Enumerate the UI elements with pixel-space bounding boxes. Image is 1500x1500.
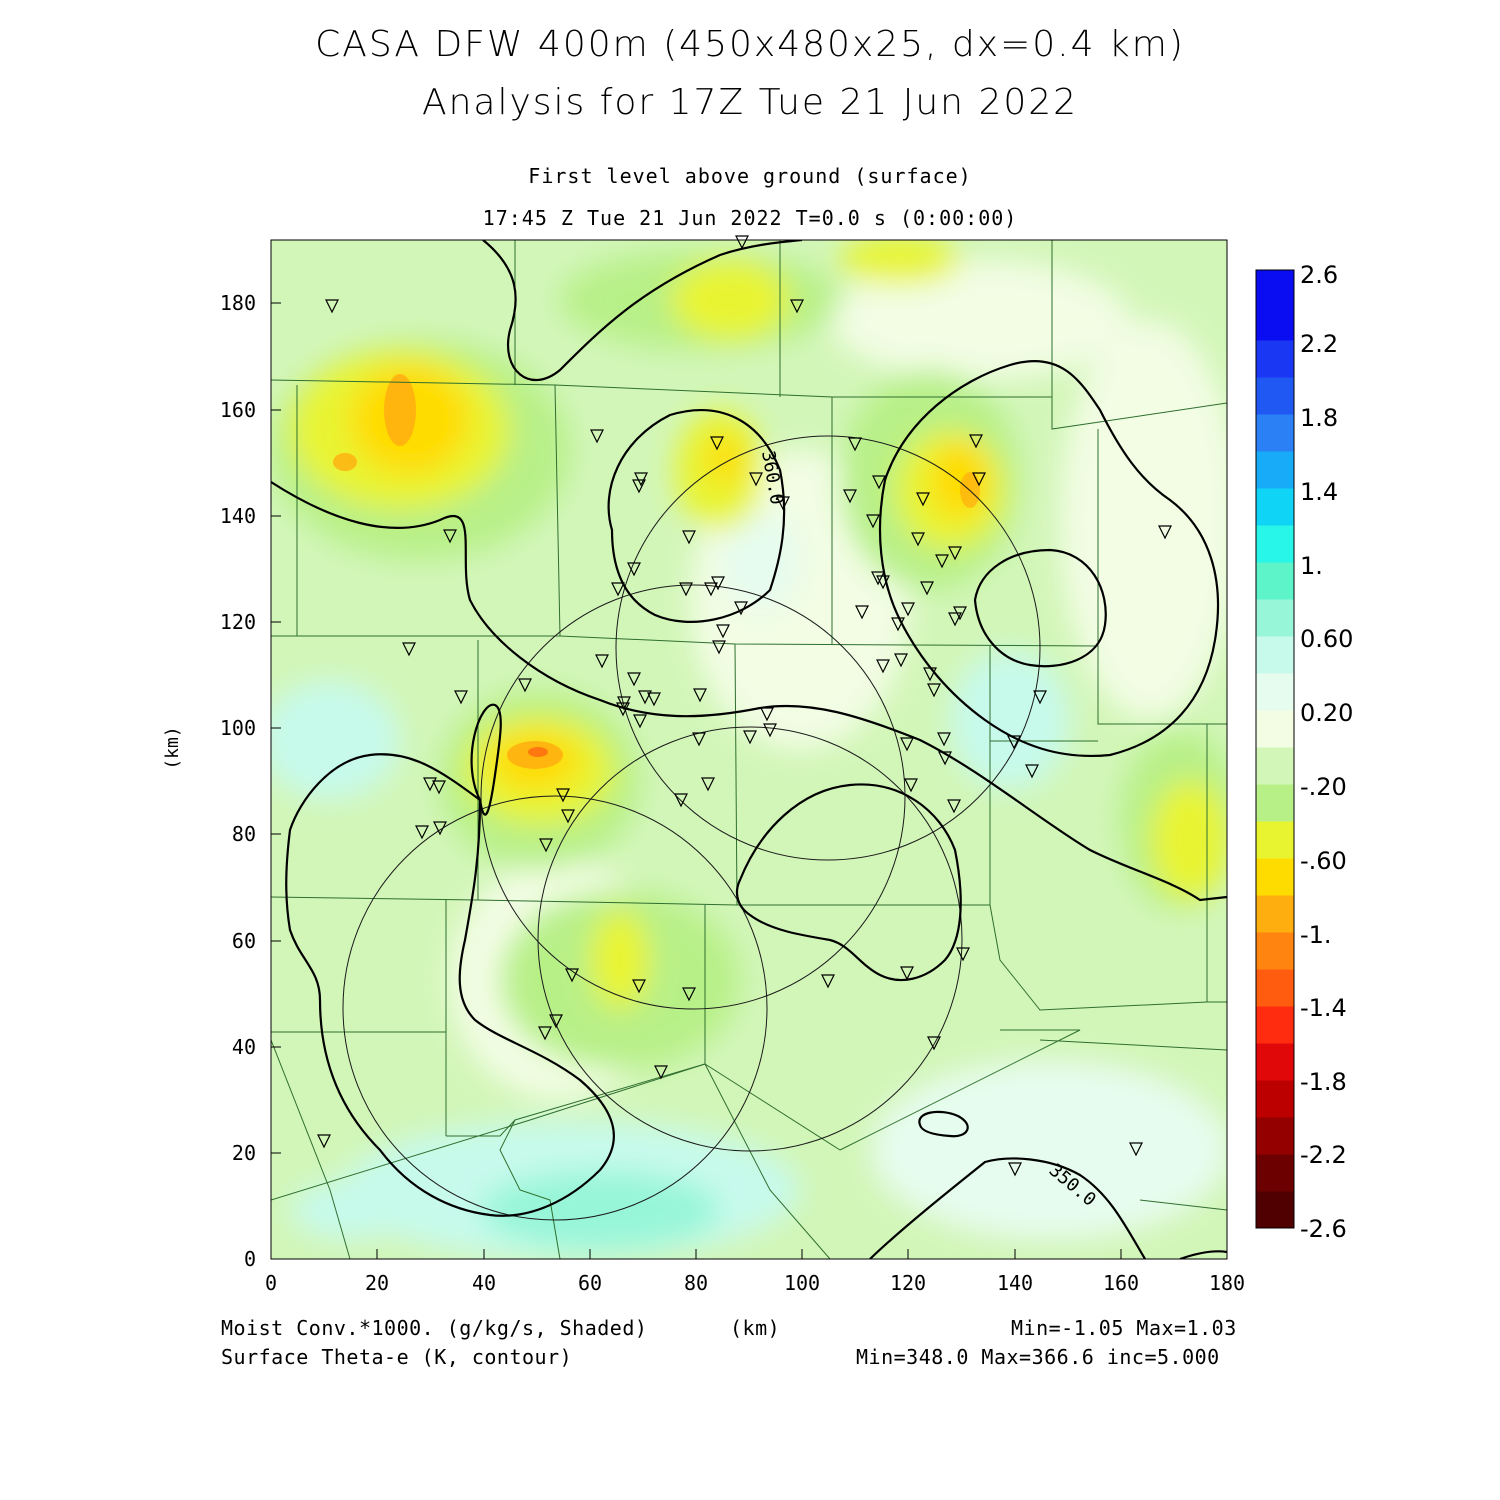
colorbar-label: -1. <box>1300 921 1332 949</box>
y-tick-label: 140 <box>220 504 256 528</box>
station-markers <box>317 235 1172 1177</box>
colorbar-label: -.60 <box>1300 847 1347 875</box>
x-tick-label: 100 <box>784 1271 820 1295</box>
y-tick-label: 0 <box>244 1247 256 1271</box>
contour-range: Min=348.0 Max=366.6 inc=5.000 <box>856 1345 1220 1369</box>
x-tick-label: 80 <box>684 1271 708 1295</box>
level-label: First level above ground (surface) <box>528 164 972 188</box>
colorbar-labels: 2.6 2.2 1.8 1.4 1. 0.60 0.20 -.20 -.60 -… <box>1300 261 1353 1243</box>
contour-field-label: Surface Theta-e (K, contour) <box>221 1345 573 1369</box>
x-tick-label: 20 <box>365 1271 389 1295</box>
colorbar-label: -1.4 <box>1300 994 1347 1022</box>
plot-frame <box>270 239 1228 1260</box>
colorbar-label: 2.6 <box>1300 261 1338 289</box>
y-axis-label: (km) <box>162 726 183 769</box>
x-tick-label: 60 <box>578 1271 602 1295</box>
y-tick-label: 180 <box>220 291 256 315</box>
colorbar-label: -2.2 <box>1300 1141 1347 1169</box>
x-tick-labels: 0 20 40 60 80 100 120 140 160 180 <box>265 1271 1245 1295</box>
colorbar-label: -1.8 <box>1300 1068 1347 1096</box>
y-tick-label: 120 <box>220 610 256 634</box>
y-tick-label: 40 <box>232 1035 256 1059</box>
y-tick-label: 20 <box>232 1141 256 1165</box>
theta-e-contours <box>271 240 1227 1259</box>
x-tick-label: 160 <box>1103 1271 1139 1295</box>
shaded-range: Min=-1.05 Max=1.03 <box>1011 1316 1237 1340</box>
x-tick-label: 140 <box>997 1271 1033 1295</box>
x-tick-label: 0 <box>265 1271 277 1295</box>
y-tick-label: 160 <box>220 398 256 422</box>
y-tick-label: 100 <box>220 716 256 740</box>
county-boundaries <box>271 240 1227 1259</box>
colorbar-label: 1. <box>1300 552 1323 580</box>
colorbar <box>1255 269 1295 1229</box>
colorbar-label: 1.4 <box>1300 478 1338 506</box>
colorbar-label: 0.20 <box>1300 699 1353 727</box>
x-tick-label: 180 <box>1209 1271 1245 1295</box>
y-tick-labels: 0 20 40 60 80 100 120 140 160 180 <box>220 291 256 1271</box>
colorbar-label: 1.8 <box>1300 404 1338 432</box>
axis-ticks <box>270 302 1228 1260</box>
shaded-field <box>271 240 1227 1259</box>
valid-time-label: 17:45 Z Tue 21 Jun 2022 T=0.0 s (0:00:00… <box>482 206 1018 230</box>
plot-title: CASA DFW 400m (450x480x25, dx=0.4 km) <box>315 24 1185 65</box>
analysis-time: Analysis for 17Z Tue 21 Jun 2022 <box>421 82 1079 123</box>
y-tick-label: 60 <box>232 929 256 953</box>
y-tick-label: 80 <box>232 822 256 846</box>
x-tick-label: 40 <box>472 1271 496 1295</box>
shaded-field-label: Moist Conv.*1000. (g/kg/s, Shaded) <box>221 1316 648 1340</box>
x-tick-label: 120 <box>890 1271 926 1295</box>
colorbar-label: 2.2 <box>1300 330 1338 358</box>
radar-range-rings <box>342 435 1041 1221</box>
colorbar-label: -2.6 <box>1300 1215 1347 1243</box>
x-axis-label: (km) <box>730 1316 781 1340</box>
colorbar-label: -.20 <box>1300 773 1347 801</box>
colorbar-label: 0.60 <box>1300 625 1353 653</box>
